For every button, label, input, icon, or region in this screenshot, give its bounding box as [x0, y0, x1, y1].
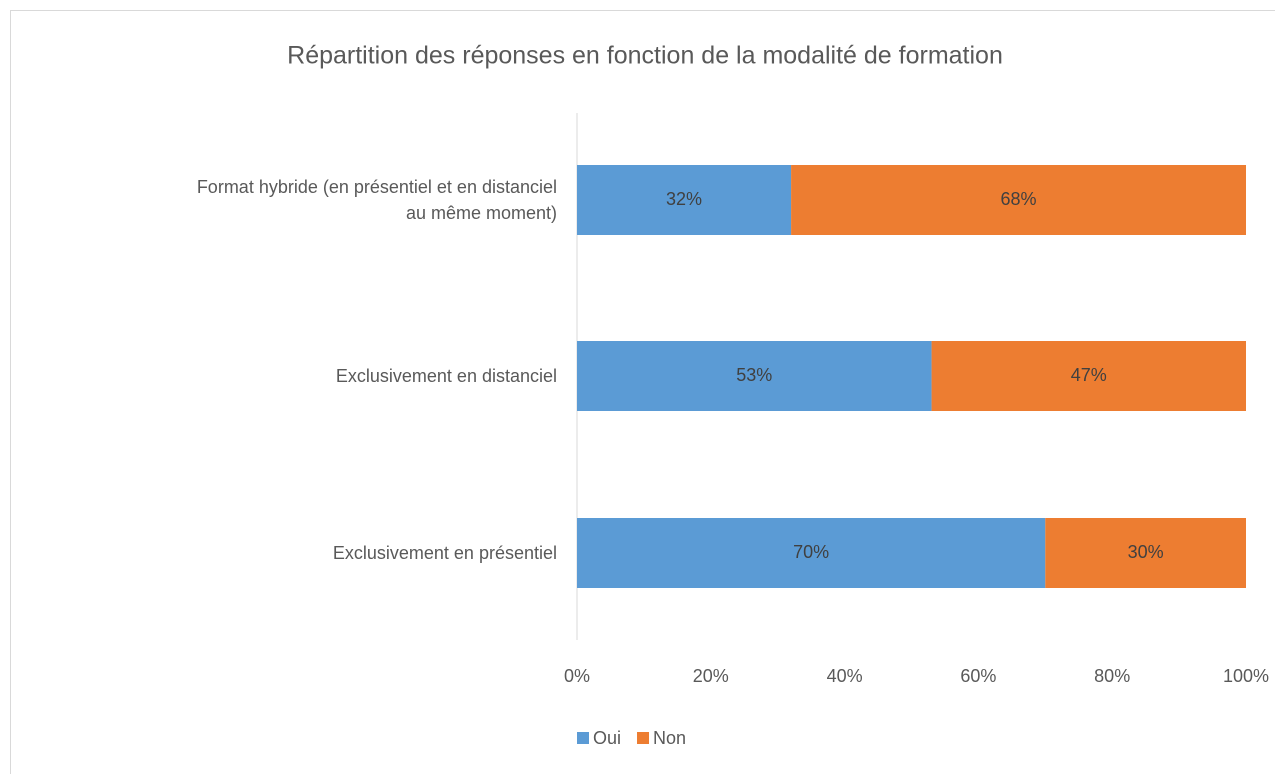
legend-swatch	[577, 732, 589, 744]
data-label: 47%	[1071, 365, 1107, 385]
data-label: 32%	[666, 189, 702, 209]
bar-segment	[931, 341, 1246, 411]
bar-segment	[577, 341, 932, 411]
legend-label: Non	[653, 728, 686, 748]
chart-title: Répartition des réponses en fonction de …	[287, 42, 1003, 70]
bar-segment	[577, 165, 792, 235]
x-tick-label: 0%	[564, 666, 590, 686]
category-label: Format hybride (en présentiel et en dist…	[196, 177, 557, 223]
bar-segment	[1045, 518, 1246, 588]
x-tick-label: 80%	[1094, 666, 1130, 686]
bar-segment	[791, 165, 1246, 235]
bar-segment	[577, 518, 1046, 588]
data-label: 70%	[793, 542, 829, 562]
x-tick-label: 100%	[1223, 666, 1269, 686]
x-tick-label: 60%	[960, 666, 996, 686]
data-label: 68%	[1001, 189, 1037, 209]
category-label: Exclusivement en distanciel	[335, 366, 557, 386]
data-label: 53%	[736, 365, 772, 385]
legend-swatch	[637, 732, 650, 744]
category-label: Exclusivement en présentiel	[332, 543, 557, 563]
x-tick-label: 20%	[693, 666, 729, 686]
x-tick-label: 40%	[827, 666, 863, 686]
legend-label: Oui	[593, 728, 621, 748]
data-label: 30%	[1128, 542, 1164, 562]
